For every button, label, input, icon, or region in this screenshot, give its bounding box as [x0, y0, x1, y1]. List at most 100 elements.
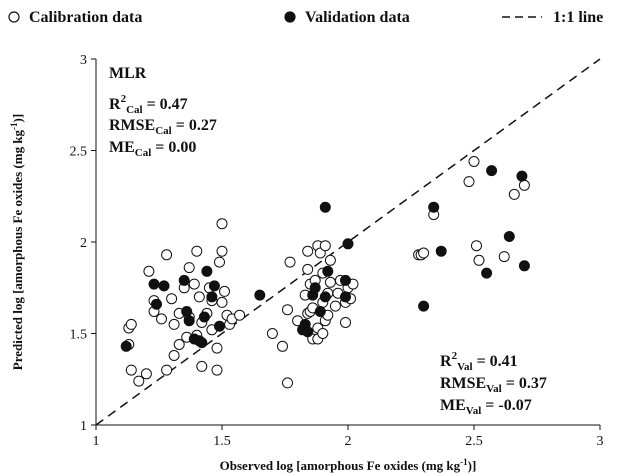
calibration-point — [508, 188, 520, 200]
val-r2-value: = 0.41 — [473, 353, 518, 370]
validation-point — [516, 170, 528, 182]
y-axis-title-sup: -1 — [9, 122, 19, 130]
x-tick-label: 2.5 — [465, 434, 483, 449]
calibration-point — [234, 309, 246, 321]
legend-one-to-one-label: 1:1 line — [553, 9, 603, 26]
calibration-point — [282, 377, 293, 389]
val-r2-sub: Val — [457, 361, 473, 373]
calibration-point — [471, 240, 482, 252]
calibration-point — [219, 285, 230, 297]
validation-point — [151, 298, 162, 310]
val-rmse-sub: Val — [486, 383, 502, 395]
cal-rmse-sub: Cal — [155, 125, 172, 137]
legend: Calibration data Validation data 1:1 lin… — [8, 9, 603, 26]
legend-calibration-marker — [8, 11, 20, 23]
calibration-point — [125, 364, 137, 376]
validation-point — [196, 337, 208, 349]
calibration-point — [161, 364, 173, 376]
x-axis-title-end: )] — [468, 458, 477, 473]
validation-point — [302, 326, 314, 338]
val-r2-metric: R — [440, 353, 452, 370]
validation-point — [148, 278, 160, 290]
validation-point — [340, 291, 351, 303]
calibration-point — [188, 278, 200, 290]
calibration-point — [161, 249, 173, 261]
validation-point — [340, 274, 351, 286]
x-axis-title-sup: -1 — [460, 457, 468, 467]
calibration-point — [468, 156, 480, 167]
calibration-point — [324, 276, 336, 288]
calibration-point — [277, 340, 288, 352]
calibration-point — [216, 296, 228, 308]
y-ticks: 1 1.5 2 2.5 3 — [70, 53, 96, 434]
calibration-point — [193, 291, 205, 303]
calibration-point — [216, 218, 228, 230]
validation-point — [435, 245, 447, 257]
val-me-sub: Val — [466, 405, 482, 417]
cal-me-sub: Cal — [135, 147, 152, 159]
calibration-point — [168, 350, 180, 361]
calibration-point — [498, 251, 510, 263]
calibration-point — [473, 254, 485, 266]
legend-validation-marker — [284, 11, 296, 23]
calibration-point — [317, 328, 329, 339]
calibration-point — [463, 176, 475, 188]
calibration-point — [143, 265, 155, 277]
calibration-point — [166, 293, 178, 305]
validation-point — [120, 340, 132, 352]
validation-point — [214, 320, 225, 332]
calibration-point — [302, 245, 314, 257]
model-name: MLR — [109, 65, 147, 82]
validation-point — [198, 311, 210, 323]
y-axis-title-end: )] — [10, 114, 25, 123]
cal-rmse-metric: RMSE — [109, 117, 155, 134]
calibration-point — [340, 317, 351, 328]
cal-r2-sub: Cal — [126, 104, 143, 116]
x-tick-label: 1 — [93, 434, 100, 449]
validation-point — [208, 280, 220, 292]
calibration-point — [211, 364, 223, 376]
validation-point — [183, 315, 195, 327]
calibration-point — [211, 342, 223, 354]
cal-r2: R2Cal = 0.47 — [109, 93, 188, 116]
validation-stats: R2Val = 0.41 RMSEVal = 0.37 MEVal = -0.0… — [440, 350, 547, 417]
calibration-point — [266, 328, 278, 339]
val-r2-sup: 2 — [452, 350, 458, 362]
cal-me-value: = 0.00 — [151, 139, 196, 156]
calibration-point — [214, 256, 225, 268]
y-axis-title: Predicted log [amorphous Fe oxides (mg k… — [9, 114, 25, 370]
validation-point — [158, 280, 170, 292]
validation-point — [206, 291, 218, 303]
validation-point — [309, 282, 321, 294]
x-tick-label: 2 — [345, 434, 352, 449]
validation-point — [342, 238, 354, 250]
x-axis-title-main: Observed log [amorphous Fe oxides (mg kg — [220, 458, 461, 473]
cal-me: MECal = 0.00 — [109, 139, 196, 159]
cal-rmse: RMSECal = 0.27 — [109, 117, 217, 137]
calibration-point — [168, 318, 180, 330]
validation-point — [319, 291, 331, 303]
cal-r2-metric: R — [109, 96, 121, 113]
validation-point — [181, 306, 193, 317]
calibration-point — [329, 300, 341, 312]
x-tick-label: 1.5 — [213, 434, 231, 449]
validation-point — [201, 265, 213, 277]
val-me-value: = -0.07 — [481, 397, 531, 414]
calibration-point — [133, 375, 145, 387]
y-tick-label: 1.5 — [70, 328, 88, 343]
val-me-metric: ME — [440, 397, 466, 414]
validation-point — [486, 165, 498, 177]
validation-point — [503, 231, 515, 242]
calibration-point — [191, 245, 203, 257]
calibration-point — [284, 256, 296, 268]
validation-series — [120, 165, 530, 352]
validation-point — [322, 265, 334, 277]
validation-point — [319, 201, 331, 213]
calibration-point — [183, 262, 195, 274]
calibration-point — [418, 247, 430, 259]
calibration-point — [173, 339, 185, 350]
cal-rmse-value: = 0.27 — [172, 117, 217, 134]
x-tick-label: 3 — [597, 434, 604, 449]
legend-validation-label: Validation data — [305, 9, 410, 26]
